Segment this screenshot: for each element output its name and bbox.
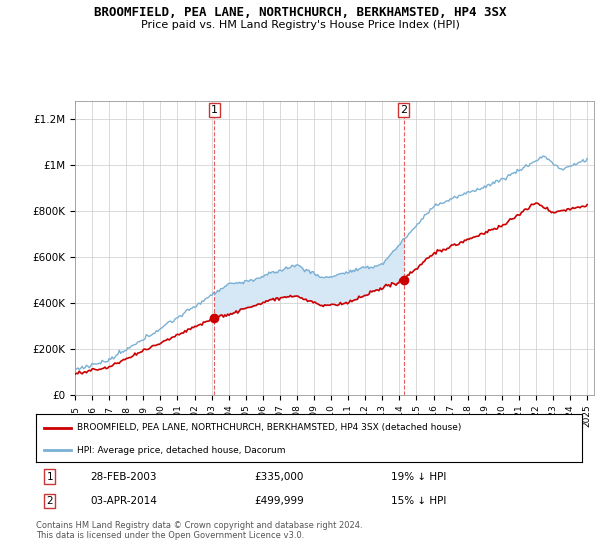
Text: Contains HM Land Registry data © Crown copyright and database right 2024.
This d: Contains HM Land Registry data © Crown c… [36, 521, 362, 540]
Text: 28-FEB-2003: 28-FEB-2003 [91, 472, 157, 482]
Text: £499,999: £499,999 [254, 496, 304, 506]
Text: BROOMFIELD, PEA LANE, NORTHCHURCH, BERKHAMSTED, HP4 3SX (detached house): BROOMFIELD, PEA LANE, NORTHCHURCH, BERKH… [77, 423, 461, 432]
Text: BROOMFIELD, PEA LANE, NORTHCHURCH, BERKHAMSTED, HP4 3SX: BROOMFIELD, PEA LANE, NORTHCHURCH, BERKH… [94, 6, 506, 18]
Text: 15% ↓ HPI: 15% ↓ HPI [391, 496, 446, 506]
Text: 1: 1 [46, 472, 53, 482]
Text: 19% ↓ HPI: 19% ↓ HPI [391, 472, 446, 482]
Text: Price paid vs. HM Land Registry's House Price Index (HPI): Price paid vs. HM Land Registry's House … [140, 20, 460, 30]
Text: £335,000: £335,000 [254, 472, 304, 482]
Text: 1: 1 [211, 105, 218, 115]
Text: HPI: Average price, detached house, Dacorum: HPI: Average price, detached house, Daco… [77, 446, 286, 455]
Text: 03-APR-2014: 03-APR-2014 [91, 496, 157, 506]
Text: 2: 2 [46, 496, 53, 506]
Text: 2: 2 [400, 105, 407, 115]
